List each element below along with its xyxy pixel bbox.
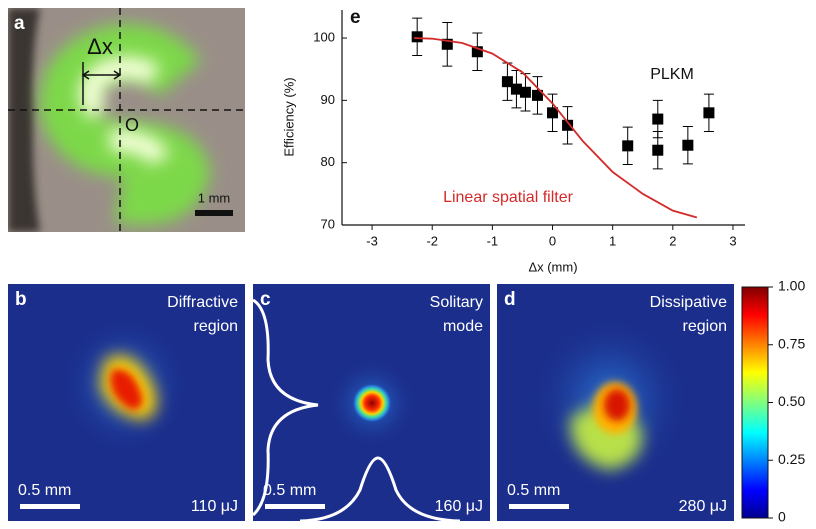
- chart-e: e Δx (mm) Efficiency (%) PLKM Linear spa…: [281, 7, 745, 274]
- y-tick-label: 80: [321, 154, 335, 169]
- panel-label: a: [14, 13, 25, 34]
- scale-bar: [195, 210, 233, 216]
- origin-label: O: [125, 115, 139, 135]
- data-point: [510, 83, 522, 95]
- scale-bar: [265, 504, 325, 509]
- data-point: [471, 46, 483, 58]
- colorbar-tick-label: 0.25: [778, 451, 805, 467]
- panel-c-image: [253, 284, 490, 521]
- panel-title: region: [683, 318, 727, 335]
- series-label: PLKM: [650, 66, 694, 83]
- data-point: [441, 38, 453, 50]
- dark-edge: [8, 8, 40, 232]
- data-point: [562, 119, 574, 131]
- colorbar-tick-label: 0: [778, 509, 786, 525]
- scale-label: 0.5 mm: [263, 482, 316, 499]
- scale-label: 0.5 mm: [18, 482, 71, 499]
- y-tick-label: 100: [313, 29, 335, 44]
- data-point: [519, 86, 531, 98]
- panel-title: region: [194, 318, 238, 335]
- scale-bar: [509, 504, 569, 509]
- colorbar-tick-label: 1.00: [778, 278, 805, 294]
- x-tick-label: -1: [487, 233, 499, 248]
- colorbar-tick-label: 0.75: [778, 335, 805, 351]
- panel-label: e: [350, 7, 361, 28]
- x-tick-label: -3: [366, 233, 378, 248]
- x-tick-label: -2: [426, 233, 438, 248]
- data-point: [501, 76, 513, 88]
- bottom-panels: b Diffractive region 0.5 mm 110 μJ c Solitary m…: [15, 289, 727, 515]
- x-tick-label: 0: [549, 233, 556, 248]
- x-tick-label: 2: [669, 233, 676, 248]
- panel-label: b: [15, 289, 27, 310]
- data-point: [531, 89, 543, 101]
- panel-label: c: [260, 289, 271, 310]
- delta-label: Δx: [87, 34, 113, 59]
- panel-label: d: [504, 289, 516, 310]
- colorbar-tick-label: 0.50: [778, 393, 805, 409]
- energy-label: 110 μJ: [191, 498, 238, 515]
- x-tick-label: 1: [609, 233, 616, 248]
- panel-title: Dissipative: [650, 294, 727, 311]
- series-label: Linear spatial filter: [443, 189, 574, 206]
- fit-curve: [414, 37, 698, 219]
- colorbar-gradient: [741, 286, 769, 519]
- panel-title: Solitary: [430, 294, 483, 311]
- scale-label: 1 mm: [198, 190, 231, 205]
- colorbar: 0 0.25 0.50 0.75 1.00: [741, 278, 805, 525]
- data-point: [652, 144, 664, 156]
- scale-bar: [20, 504, 80, 509]
- panel-d-image: [497, 284, 734, 521]
- data-point: [652, 113, 664, 125]
- x-tick-label: 3: [729, 233, 736, 248]
- data-point: [703, 107, 715, 119]
- beam-glow: [39, 24, 211, 225]
- energy-label: 280 μJ: [679, 498, 727, 515]
- y-tick-label: 70: [321, 216, 335, 231]
- y-tick-label: 90: [321, 92, 335, 107]
- x-axis-label: Δx (mm): [528, 259, 577, 274]
- energy-label: 160 μJ: [435, 498, 483, 515]
- scale-label: 0.5 mm: [507, 482, 560, 499]
- panel-a: Δx O 1 mm a: [8, 8, 245, 232]
- data-point: [411, 31, 423, 43]
- data-point: [547, 107, 559, 119]
- y-axis-label: Efficiency (%): [281, 77, 296, 156]
- data-point: [622, 140, 634, 152]
- data-point: [682, 139, 694, 151]
- panel-b-image: [8, 284, 245, 521]
- panel-title: Diffractive: [167, 294, 238, 311]
- panel-title: mode: [443, 318, 483, 335]
